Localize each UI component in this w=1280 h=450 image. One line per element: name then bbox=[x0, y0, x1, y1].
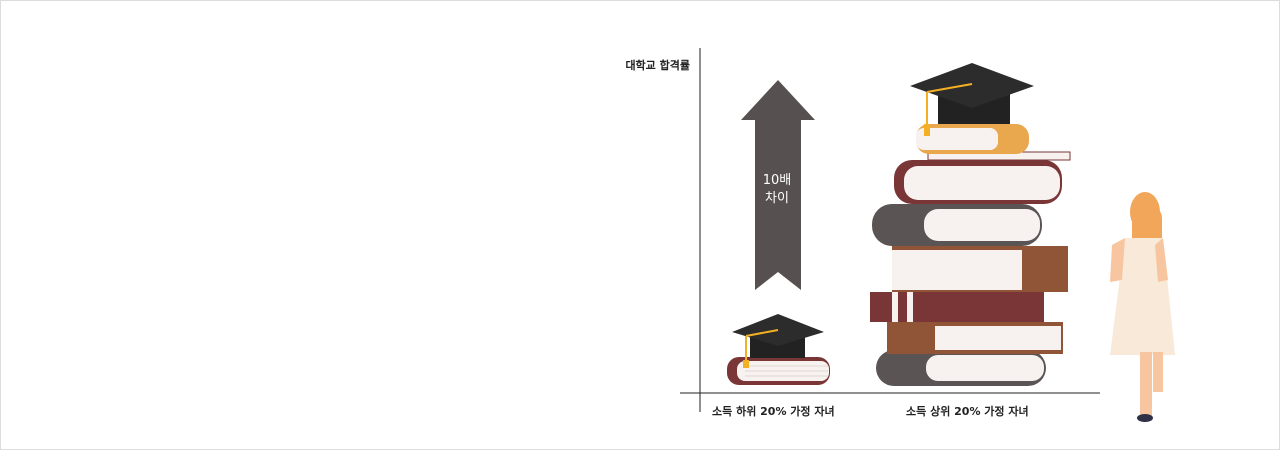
y-axis-label: 대학교 합격률 bbox=[625, 59, 690, 72]
category-label-high-income: 소득 상위 20% 가정 자녀 bbox=[906, 405, 1029, 418]
woman-figure-icon bbox=[1110, 192, 1175, 422]
difference-arrow bbox=[741, 80, 815, 290]
category-label-low-income: 소득 하위 20% 가정 자녀 bbox=[712, 405, 835, 418]
bar-high-income bbox=[870, 124, 1071, 386]
difference-annotation-line: 10배 bbox=[762, 173, 792, 188]
graduation-cap-icon bbox=[732, 314, 824, 368]
graduation-cap-icon bbox=[910, 63, 1034, 136]
bar-low-income bbox=[727, 357, 830, 385]
difference-annotation-line: 차이 bbox=[765, 191, 789, 206]
